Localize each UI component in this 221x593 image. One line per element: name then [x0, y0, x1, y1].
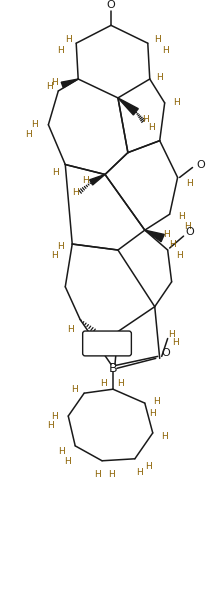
Text: H: H — [72, 188, 79, 197]
Text: O: O — [196, 160, 205, 170]
Text: H: H — [109, 470, 115, 479]
Text: H: H — [65, 35, 72, 44]
Text: H: H — [163, 229, 170, 238]
Text: H: H — [154, 35, 161, 44]
Text: H: H — [149, 409, 156, 417]
Text: H: H — [71, 385, 78, 394]
Text: H: H — [169, 240, 176, 248]
Text: Abs: Abs — [97, 336, 117, 346]
Text: H: H — [64, 457, 71, 466]
Text: H: H — [51, 251, 58, 260]
Text: H: H — [51, 412, 58, 420]
Text: H: H — [52, 168, 59, 177]
Text: H: H — [25, 130, 32, 139]
Text: H: H — [184, 222, 191, 231]
Text: H: H — [67, 325, 74, 334]
Text: H: H — [100, 379, 107, 388]
Text: H: H — [153, 397, 160, 406]
Text: H: H — [46, 82, 53, 91]
Text: H: H — [136, 468, 143, 477]
Text: H: H — [172, 338, 179, 347]
Polygon shape — [61, 79, 78, 88]
Text: H: H — [162, 46, 169, 55]
Polygon shape — [90, 174, 105, 185]
Text: H: H — [186, 179, 193, 188]
Text: H: H — [178, 212, 185, 221]
Text: B: B — [109, 362, 117, 375]
Text: H: H — [94, 470, 101, 479]
Text: H: H — [168, 330, 175, 339]
Text: H: H — [173, 98, 180, 107]
Polygon shape — [118, 98, 138, 115]
Text: H: H — [118, 379, 124, 388]
Text: H: H — [142, 115, 149, 125]
Text: H: H — [82, 176, 89, 185]
Text: H: H — [31, 120, 38, 129]
Text: H: H — [57, 241, 64, 250]
Text: O: O — [107, 1, 115, 11]
Text: H: H — [176, 251, 183, 260]
Text: H: H — [51, 78, 58, 88]
Text: H: H — [156, 72, 163, 81]
FancyBboxPatch shape — [83, 331, 131, 356]
Text: H: H — [57, 46, 64, 55]
Text: O: O — [185, 227, 194, 237]
Polygon shape — [145, 230, 164, 242]
Text: H: H — [47, 422, 54, 431]
Text: O: O — [161, 349, 170, 358]
Text: H: H — [145, 462, 152, 471]
Text: H: H — [58, 447, 65, 457]
Text: H: H — [161, 432, 168, 441]
Text: H: H — [148, 123, 155, 132]
